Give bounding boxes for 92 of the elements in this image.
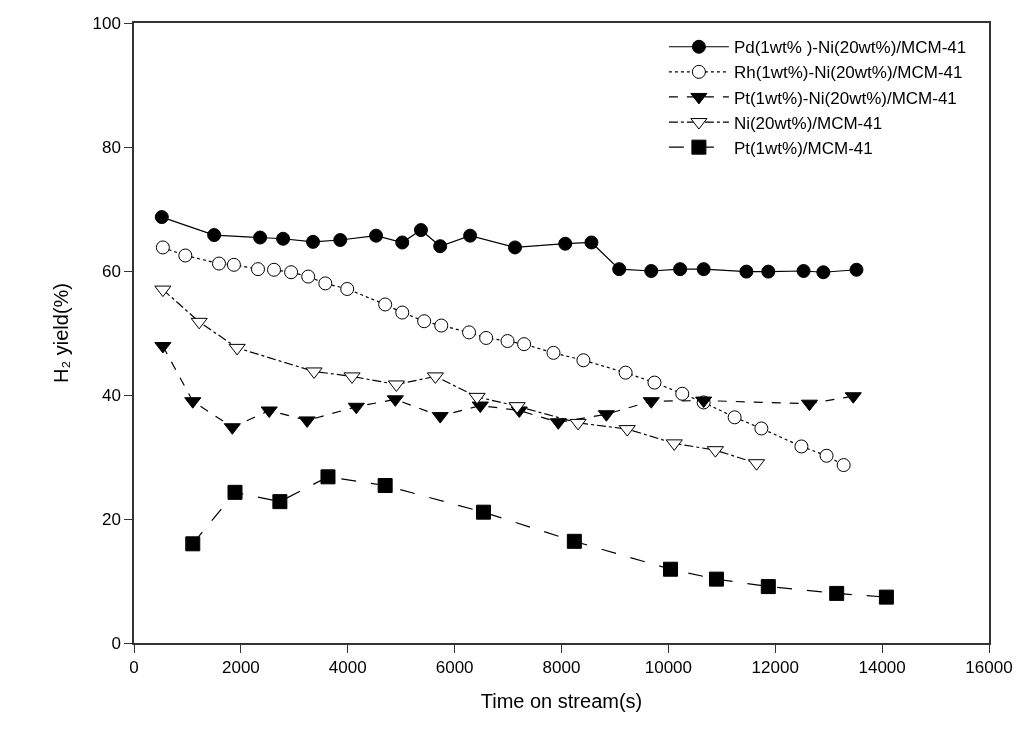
- point: [463, 228, 478, 243]
- point: [276, 231, 291, 246]
- point: [320, 469, 336, 485]
- point: [211, 256, 226, 271]
- point: [340, 281, 355, 296]
- x-tick-label: 16000: [965, 658, 1013, 678]
- point: [253, 230, 268, 245]
- point: [190, 317, 208, 330]
- y-axis-title: H₂ yield(%): [50, 283, 73, 383]
- point: [566, 533, 582, 549]
- x-axis-title: Time on stream(s): [480, 690, 643, 713]
- point: [301, 269, 316, 284]
- x-tick-label: 10000: [644, 658, 693, 678]
- y-tick-label: 60: [101, 261, 121, 281]
- point: [558, 236, 573, 251]
- point: [675, 386, 690, 401]
- point: [250, 262, 265, 277]
- point: [673, 262, 688, 277]
- point: [727, 410, 742, 425]
- point: [178, 248, 193, 263]
- point: [434, 318, 449, 333]
- point: [644, 264, 659, 278]
- legend-label: Rh(1wt%)-Ni(20wt%)/MCM-41: [733, 63, 963, 83]
- point: [796, 264, 811, 278]
- point: [155, 240, 170, 255]
- point: [829, 585, 845, 601]
- y-tick-label: 40: [101, 385, 121, 405]
- point: [207, 228, 222, 243]
- y-tick-label: 20: [101, 509, 121, 529]
- point: [569, 418, 587, 431]
- point: [618, 365, 633, 380]
- point: [849, 262, 864, 277]
- point: [475, 504, 491, 520]
- point: [185, 536, 201, 552]
- point: [708, 571, 724, 587]
- point: [500, 334, 515, 349]
- point: [517, 337, 532, 352]
- y-tick-label: 100: [92, 13, 121, 33]
- x-tick-label: 4000: [328, 658, 367, 678]
- point: [468, 392, 486, 405]
- point: [612, 262, 627, 277]
- point: [227, 484, 243, 500]
- x-tick-label: 0: [129, 658, 139, 678]
- point: [508, 240, 523, 255]
- point: [228, 343, 246, 356]
- point: [479, 330, 494, 345]
- point: [696, 262, 711, 277]
- point: [417, 314, 432, 329]
- point: [347, 402, 365, 415]
- x-tick-label: 12000: [751, 658, 799, 678]
- x-tick-label: 6000: [435, 658, 474, 678]
- point: [819, 448, 834, 463]
- y-tick-label: 0: [111, 633, 121, 653]
- point: [760, 579, 776, 595]
- point: [462, 325, 477, 340]
- legend-label: Pd(1wt% )-Ni(20wt%)/MCM-41: [733, 38, 967, 58]
- point: [816, 265, 831, 280]
- point: [306, 234, 321, 249]
- point: [546, 345, 561, 360]
- point: [584, 235, 599, 250]
- point: [739, 264, 754, 279]
- point: [794, 439, 809, 454]
- point: [395, 305, 410, 320]
- point: [471, 401, 489, 414]
- point: [318, 276, 333, 291]
- point: [647, 375, 662, 390]
- point: [663, 561, 679, 577]
- point: [413, 223, 428, 238]
- legend-label: Pt(1wt%)-Ni(20wt%)/MCM-41: [733, 88, 957, 108]
- point: [378, 297, 393, 312]
- point: [576, 353, 591, 368]
- legend-label: Pt(1wt%)/MCM-41: [733, 138, 873, 158]
- point: [395, 235, 410, 250]
- point: [284, 265, 299, 280]
- x-tick-label: 14000: [858, 658, 906, 678]
- point: [836, 458, 851, 473]
- point: [267, 262, 282, 277]
- point: [333, 233, 348, 247]
- point: [154, 285, 172, 298]
- point: [878, 589, 894, 605]
- point: [272, 494, 288, 510]
- x-tick-label: 2000: [221, 658, 260, 678]
- point: [154, 210, 169, 225]
- point: [433, 239, 448, 254]
- point: [377, 478, 393, 494]
- point: [226, 257, 241, 272]
- legend-label: Ni(20wt%)/MCM-41: [733, 113, 883, 133]
- x-tick-label: 8000: [542, 658, 581, 678]
- point: [761, 264, 776, 279]
- point: [754, 421, 769, 436]
- point: [369, 228, 384, 243]
- y-tick-label: 80: [101, 137, 121, 157]
